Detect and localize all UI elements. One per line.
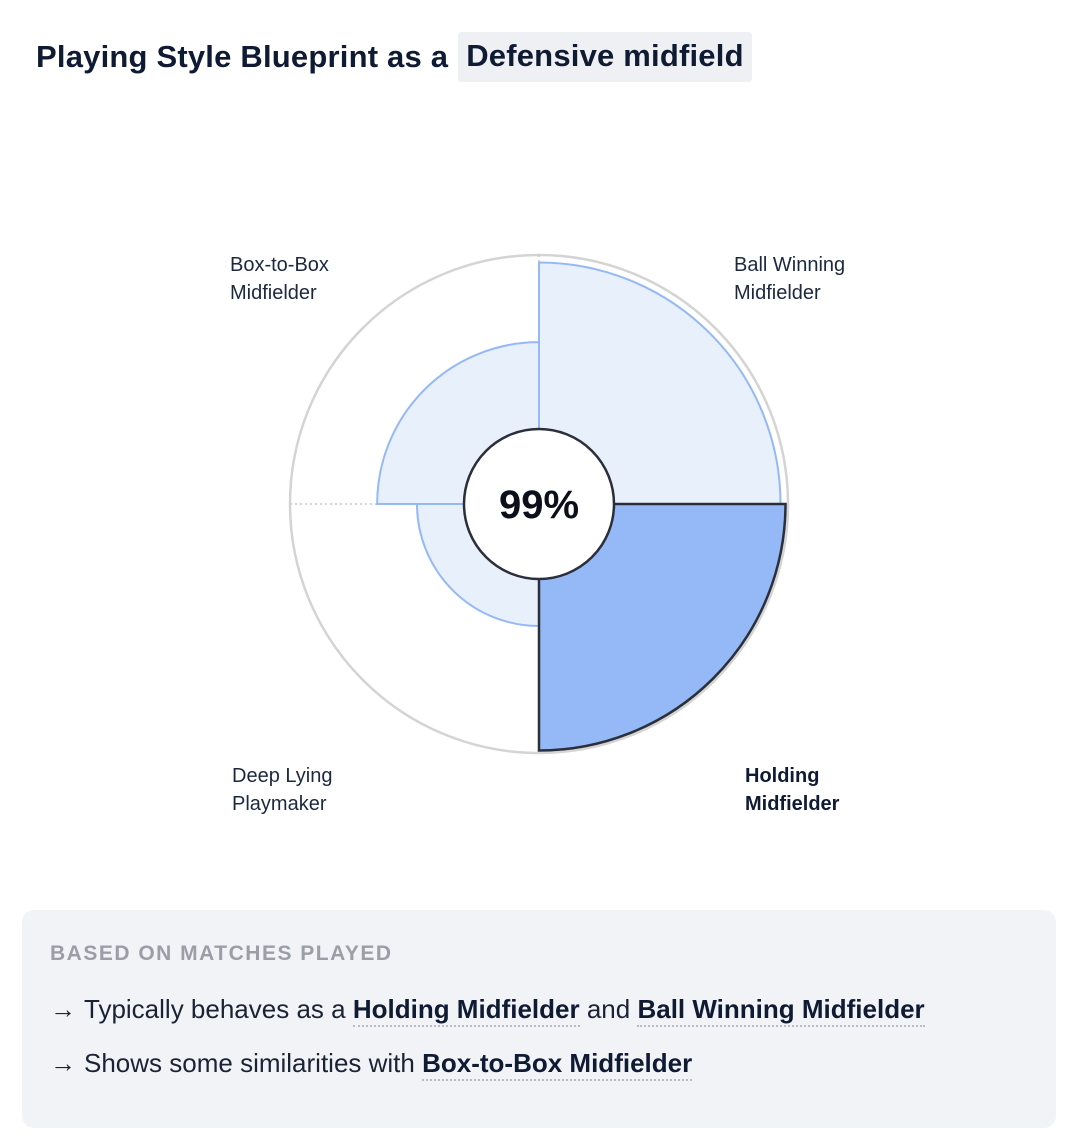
polar-chart-svg: 99% [288, 253, 790, 755]
summary-text: Typically behaves as a [84, 994, 346, 1024]
segment-label-holding: Holding Midfielder [745, 762, 925, 818]
title-text: Playing Style Blueprint as a [36, 39, 449, 74]
segment-holding-midfielder[interactable] [537, 502, 787, 752]
summary-card: BASED ON MATCHES PLAYED → Typically behav… [22, 910, 1056, 1128]
label-line: Holding [745, 765, 820, 787]
style-link-box-to-box[interactable]: Box-to-Box Midfielder [422, 1048, 693, 1081]
summary-line-similar: → Shows some similarities with Box-to-Box… [50, 1048, 693, 1081]
style-link-holding[interactable]: Holding Midfielder [352, 994, 580, 1027]
summary-heading: BASED ON MATCHES PLAYED [50, 942, 393, 965]
label-line: Ball Winning [734, 254, 846, 276]
label-line: Deep Lying [232, 765, 333, 787]
label-line: Playmaker [232, 793, 327, 815]
arrow-right-icon: → [50, 1048, 76, 1078]
label-line: Midfielder [734, 282, 821, 304]
label-line: Midfielder [230, 282, 317, 304]
segment-label-deep-lying: Deep Lying Playmaker [232, 762, 412, 818]
position-chip[interactable]: Defensive midfield [458, 32, 752, 82]
blueprint-chart: 99% Ball Winning Midfielder Holding Midf… [230, 251, 925, 818]
center-circle [462, 427, 616, 581]
page-title: Playing Style Blueprint as a Defensive m… [36, 32, 752, 82]
label-line: Midfielder [745, 793, 840, 815]
center-value: 99% [499, 483, 579, 527]
summary-line-typical: → Typically behaves as a Holding Midfield… [50, 994, 925, 1027]
summary-text: Shows some similarities with [84, 1048, 415, 1078]
segment-label-box-to-box: Box-to-Box Midfielder [230, 251, 410, 307]
segment-label-ball-winning: Ball Winning Midfielder [734, 251, 914, 307]
label-line: Box-to-Box [230, 254, 329, 276]
style-link-ball-winning[interactable]: Ball Winning Midfielder [637, 994, 925, 1027]
arrow-right-icon: → [50, 994, 76, 1024]
segment-ball-winning-midfielder[interactable] [538, 261, 782, 505]
summary-text: and [586, 994, 631, 1024]
